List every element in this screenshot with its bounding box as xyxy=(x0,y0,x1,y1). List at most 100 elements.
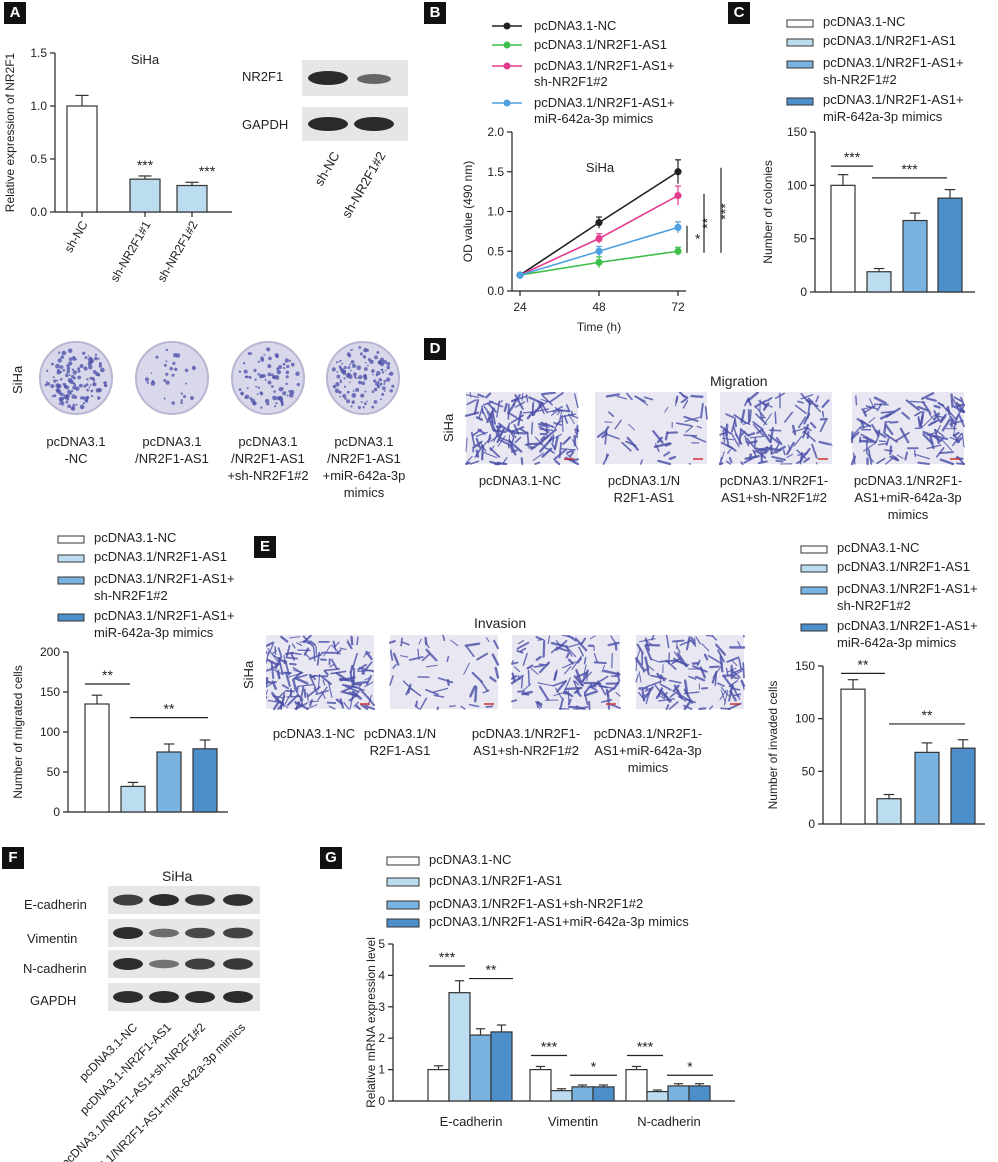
migration-image-3-cell xyxy=(879,413,891,420)
panel-g-y-tick-label: 5 xyxy=(378,937,385,951)
invasion-image-1-cell xyxy=(425,664,438,668)
invasion-image-2-cell xyxy=(576,705,585,710)
colony-dish-0-colony xyxy=(65,385,70,390)
migration-image-2-cell xyxy=(786,453,793,458)
panel-g-legend-0-swatch xyxy=(386,856,420,866)
invasion-image-3-cell xyxy=(709,705,714,710)
invasion-image-2-cell xyxy=(589,685,597,688)
migration-image-0-cell xyxy=(537,423,546,428)
migration-image-2-cell xyxy=(756,428,764,435)
colony-dish-2-colony xyxy=(270,385,274,388)
migration-image-3-cell xyxy=(862,436,874,442)
migration-image-0-cell xyxy=(511,436,515,444)
migration-image-0-cell xyxy=(553,448,567,461)
panel-g-y-tick-label: 3 xyxy=(378,1000,385,1014)
colony-dish-0-colony xyxy=(72,393,75,397)
panel-c-legend-1-swatch xyxy=(786,38,814,47)
migration-image-2-cell xyxy=(755,413,768,426)
migration-image-0-cell xyxy=(509,445,517,456)
panel-e-y-tick-label: 50 xyxy=(802,764,816,778)
invasion-image-3-cell xyxy=(676,692,691,702)
panel-b-y-tick-label: 0.5 xyxy=(487,244,504,258)
panel-g-y-tick-label: 2 xyxy=(378,1031,385,1045)
panel-g-y-tick-label: 1 xyxy=(378,1063,385,1077)
migration-image-3-cell xyxy=(913,453,931,460)
invasion-image-3-cell xyxy=(717,682,725,687)
migration-image-2-cell xyxy=(800,392,812,406)
invasion-image-3-cell xyxy=(645,687,652,705)
migration-image-2-cell xyxy=(746,392,759,403)
migration-image-2-cell xyxy=(786,441,795,456)
panel-a-western-blot: NR2F1 GAPDH sh-NC sh-NR2F1#2 xyxy=(238,55,408,245)
invasion-image-2-cell xyxy=(574,680,580,686)
panel-g-legend-2: pcDNA3.1/NR2F1-AS1+sh-NR2F1#2 xyxy=(429,896,643,911)
migration-image-3-cell xyxy=(949,415,957,426)
blot-f-band-3-0 xyxy=(113,991,143,1003)
migration-image-1-cell xyxy=(621,441,632,452)
migration-image-3-cell xyxy=(933,404,941,409)
colony-dish-0-colony xyxy=(83,366,88,371)
panel-a-bar xyxy=(129,178,161,213)
invasion-image-2-cell xyxy=(553,669,558,681)
invasion-image-2-cell xyxy=(535,701,541,710)
migration-image-3-cell xyxy=(940,438,953,451)
migration-image-0-cell xyxy=(565,436,571,443)
migration-image-3-cell xyxy=(930,421,937,424)
colony-dish-3-colony xyxy=(383,382,386,385)
panel-b-point xyxy=(595,234,603,243)
migration-image-0-cell xyxy=(466,399,477,406)
panel-label-e: E xyxy=(254,536,276,558)
migration-image-3-cell xyxy=(901,411,911,420)
colony-dish-0-colony xyxy=(92,370,97,374)
panel-e-legend-0-swatch xyxy=(800,545,828,554)
colony-dish-2-colony xyxy=(286,364,290,369)
colony-dish-1-colony xyxy=(146,381,150,384)
invasion-image-0-cell xyxy=(335,698,343,705)
migration-image-3-cell xyxy=(961,432,965,448)
invasion-image-2-cell xyxy=(610,635,616,644)
panel-e-legend-3: pcDNA3.1/NR2F1-AS1+ xyxy=(837,618,978,633)
panel-a-x-tick-label: sh-NC xyxy=(61,218,90,255)
colony-dish-1-colony xyxy=(180,401,183,404)
migration-image-0-cell xyxy=(491,420,497,434)
colony-dish-2-colony xyxy=(286,394,289,397)
invasion-image-1-cell xyxy=(399,655,409,658)
migration-image-2-cell xyxy=(793,436,803,447)
panel-a-sig-1: *** xyxy=(137,157,154,173)
migration-image-0-cell xyxy=(486,411,496,425)
colony-dish-1-colony xyxy=(184,368,189,373)
colony-dish-3-colony xyxy=(374,355,378,360)
colony-dish-0-colony xyxy=(81,406,84,409)
colony-dish-0-colony xyxy=(87,361,92,367)
colony-dish-1-colony xyxy=(180,399,183,402)
invasion-image-2-cell xyxy=(603,669,621,676)
invasion-image-2-cell xyxy=(601,664,606,673)
invasion-image-1-cell xyxy=(491,653,500,666)
invasion-image-0-cell xyxy=(266,677,269,688)
invasion-image-2-cell xyxy=(538,685,550,701)
migration-image-1-cell xyxy=(704,406,708,420)
blot-band-label-nr2f1: NR2F1 xyxy=(242,69,284,84)
invasion-image-2-cell xyxy=(538,661,551,674)
colony-dish-2-colony xyxy=(253,368,257,373)
invasion-image-3-cell xyxy=(730,669,741,679)
migration-image-1-cell xyxy=(664,431,669,441)
colony-caption-line: mimics xyxy=(343,485,385,500)
panel-d-legend-2-swatch xyxy=(57,576,85,585)
colony-dish-3-colony xyxy=(350,349,352,352)
migration-image-3-cell xyxy=(952,432,963,447)
migration-image-2-cell xyxy=(803,457,811,463)
colony-dish-3-colony xyxy=(353,372,357,377)
panel-d-legend-2: pcDNA3.1/NR2F1-AS1+ xyxy=(94,571,235,586)
invasion-image-2-cell xyxy=(513,666,521,672)
invasion-caption-line: R2F1-AS1 xyxy=(369,743,431,758)
migration-image-1-cell xyxy=(654,443,660,453)
colony-dish-3-colony xyxy=(358,345,362,349)
panel-g-bar-2-1 xyxy=(646,1090,669,1102)
migration-image-3-cell xyxy=(868,417,876,424)
colony-dish-2-colony xyxy=(240,392,243,395)
panel-e-bar-0 xyxy=(840,688,866,825)
panel-b-chart-title: SiHa xyxy=(586,160,615,175)
migration-image-2-cell xyxy=(733,417,737,428)
colony-dish-2-colony xyxy=(263,353,266,356)
